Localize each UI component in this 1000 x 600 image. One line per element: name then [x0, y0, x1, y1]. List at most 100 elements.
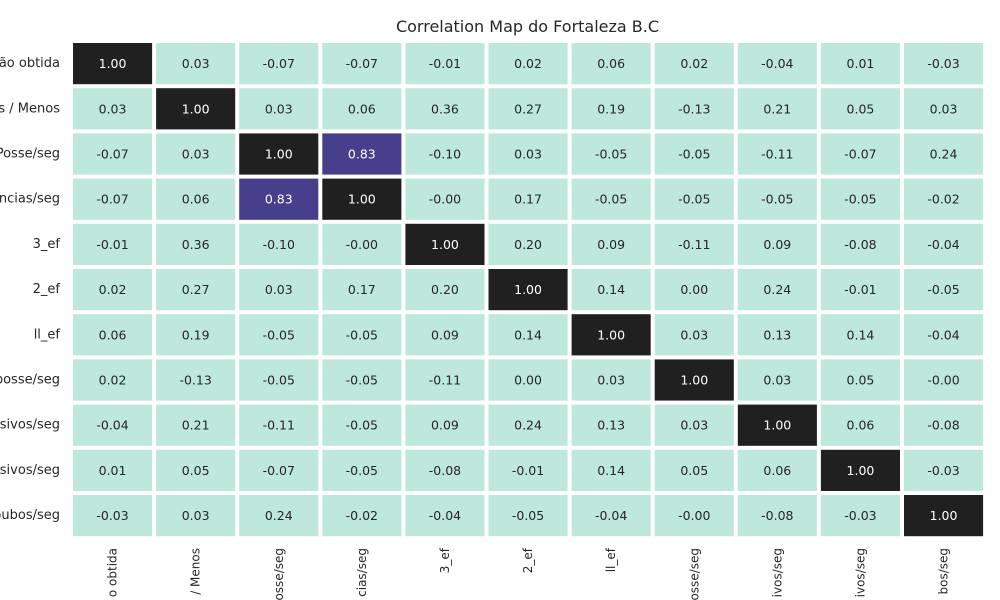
heatmap-cell	[488, 269, 568, 311]
cell-value-label: 0.24	[930, 147, 958, 162]
cell-value-label: 0.03	[99, 101, 127, 116]
cell-value-label: 0.06	[182, 192, 210, 207]
x-tick-label: cias/seg	[355, 548, 369, 597]
cell-value-label: 0.02	[514, 56, 542, 71]
cell-value-label: -0.10	[429, 147, 461, 162]
heatmap-cell	[820, 43, 900, 85]
cell-value-label: -0.07	[263, 56, 295, 71]
heatmap-cell	[571, 495, 651, 537]
heatmap-cell	[737, 495, 817, 537]
heatmap-cell	[571, 88, 651, 130]
cell-value-label: -0.02	[927, 192, 959, 207]
cell-value-label: 0.20	[514, 237, 542, 252]
cell-value-label: 0.03	[763, 373, 791, 388]
heatmap-cell	[322, 359, 402, 401]
cell-value-label: 0.83	[265, 192, 293, 207]
x-tick-label: ll_ef	[604, 547, 618, 572]
cell-value-label: -0.02	[346, 508, 378, 523]
cell-value-label: -0.01	[512, 463, 544, 478]
cell-value-label: -0.05	[927, 282, 959, 297]
heatmap-cell	[73, 495, 153, 537]
y-tick-label: ão obtida	[0, 56, 60, 71]
cell-value-label: 0.14	[597, 282, 625, 297]
cell-value-label: 1.00	[680, 373, 708, 388]
cell-value-label: 0.06	[763, 463, 791, 478]
cell-value-label: 0.06	[348, 101, 376, 116]
cell-value-label: -0.05	[595, 192, 627, 207]
y-tick-label: nsivos/seg	[0, 418, 60, 433]
heatmap-cell	[73, 223, 153, 265]
heatmap-cell	[654, 359, 734, 401]
x-tick-label: / Menos	[189, 548, 203, 595]
x-tick-label: ivos/seg	[853, 548, 867, 597]
cell-value-label: 0.03	[680, 327, 708, 342]
heatmap-cell	[73, 449, 153, 491]
heatmap-cell	[571, 359, 651, 401]
heatmap-cell	[737, 449, 817, 491]
cell-value-label: -0.04	[96, 418, 128, 433]
cell-value-label: 0.03	[265, 282, 293, 297]
cell-value-label: -0.07	[96, 192, 128, 207]
cell-value-label: 0.01	[99, 463, 127, 478]
cell-value-label: -0.13	[678, 101, 710, 116]
heatmap-cell	[239, 495, 319, 537]
heatmap-cell	[571, 269, 651, 311]
heatmap-cell	[322, 88, 402, 130]
heatmap-cell	[156, 88, 236, 130]
cell-value-label: 0.05	[680, 463, 708, 478]
heatmap-cell	[820, 404, 900, 446]
cell-value-label: 0.19	[182, 327, 210, 342]
cell-value-label: 0.09	[597, 237, 625, 252]
heatmap-cell	[737, 88, 817, 130]
heatmap-cell	[654, 269, 734, 311]
heatmap-cell	[488, 359, 568, 401]
heatmap-cell	[239, 269, 319, 311]
cell-value-label: -0.11	[263, 418, 295, 433]
heatmap-cell	[239, 133, 319, 175]
cell-value-label: -0.07	[263, 463, 295, 478]
y-tick-label: ll_ef	[34, 327, 61, 342]
heatmap-cell	[904, 133, 984, 175]
cell-value-label: -0.05	[346, 373, 378, 388]
cell-value-label: 0.36	[431, 101, 459, 116]
heatmap-cell	[820, 133, 900, 175]
heatmap-cell	[737, 314, 817, 356]
cell-value-label: 0.03	[265, 101, 293, 116]
heatmap-cell	[322, 269, 402, 311]
cell-value-label: 0.24	[514, 418, 542, 433]
heatmap-cell	[737, 223, 817, 265]
cell-value-label: 0.17	[514, 192, 542, 207]
cell-value-label: -0.07	[96, 147, 128, 162]
cell-value-label: 0.24	[265, 508, 293, 523]
heatmap-cell	[322, 133, 402, 175]
heatmap-cell	[737, 178, 817, 220]
heatmap-cell	[488, 449, 568, 491]
heatmap-cell	[654, 43, 734, 85]
heatmap-cell	[820, 449, 900, 491]
cell-value-label: -0.05	[678, 147, 710, 162]
heatmap-cell	[239, 178, 319, 220]
cell-value-label: 1.00	[514, 282, 542, 297]
heatmap-cell	[405, 359, 485, 401]
cell-value-label: 0.03	[597, 373, 625, 388]
heatmap-cell	[405, 133, 485, 175]
heatmap-cell	[654, 223, 734, 265]
heatmap-cell	[239, 314, 319, 356]
heatmap-cell	[904, 178, 984, 220]
heatmap-cell	[571, 133, 651, 175]
cell-value-label: 0.03	[182, 56, 210, 71]
heatmap-cell	[654, 449, 734, 491]
cell-value-label: -0.08	[927, 418, 959, 433]
cell-value-label: -0.05	[346, 418, 378, 433]
cell-value-label: -0.04	[595, 508, 627, 523]
heatmap-cell	[571, 178, 651, 220]
cell-value-label: 0.24	[763, 282, 791, 297]
cell-value-label: -0.03	[96, 508, 128, 523]
cell-value-label: 1.00	[99, 56, 127, 71]
cell-value-label: -0.11	[429, 373, 461, 388]
cell-value-label: 0.09	[431, 327, 459, 342]
cell-value-label: 0.27	[514, 101, 542, 116]
x-tick-label: osse/seg	[272, 548, 286, 600]
cell-value-label: 0.36	[182, 237, 210, 252]
